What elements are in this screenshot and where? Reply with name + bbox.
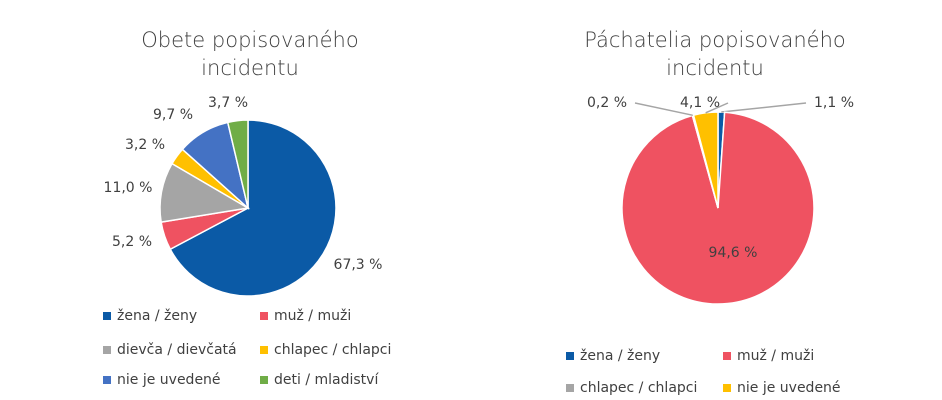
legend-swatch [260,312,268,320]
leader-line [705,102,729,114]
legend-swatch [566,384,574,392]
legend-swatch [566,352,574,360]
legend-swatch [260,346,268,354]
pie-slice [621,111,815,305]
data-label: 1,1 % [814,95,854,111]
pie-slice [226,119,249,209]
data-label: 5,2 % [112,234,152,250]
pie-slice [169,119,337,297]
chart-title: Páchatelia popisovaného incidentu [584,28,846,80]
legend-swatch [103,312,111,320]
legend-label: muž / muži [274,308,351,324]
legend-swatch [103,346,111,354]
leader-line [634,102,694,117]
legend-label: chlapec / chlapci [274,342,391,358]
chart-title: Obete popisovaného incidentu [141,28,359,80]
legend-label: dievča / dievčatá [117,342,237,358]
legend-label: žena / ženy [580,348,660,364]
legend-label: nie je uvedené [117,372,221,388]
data-label: 3,7 % [208,95,248,111]
legend-label: žena / ženy [117,308,197,324]
data-label: 94,6 % [709,245,758,261]
legend-swatch [723,352,731,360]
data-label: 3,2 % [125,137,165,153]
data-label: 4,1 % [680,95,720,111]
legend-label: muž / muži [737,348,814,364]
legend-label: nie je uvedené [737,380,841,396]
legend-swatch [723,384,731,392]
data-label: 9,7 % [153,107,193,123]
legend-swatch [260,376,268,384]
legend-label: deti / mladiství [274,372,379,388]
data-label: 11,0 % [104,180,153,196]
pie-slice [692,111,719,209]
legend-swatch [103,376,111,384]
data-label: 67,3 % [334,257,383,273]
leader-line [721,102,807,113]
legend-label: chlapec / chlapci [580,380,697,396]
data-label: 0,2 % [587,95,627,111]
